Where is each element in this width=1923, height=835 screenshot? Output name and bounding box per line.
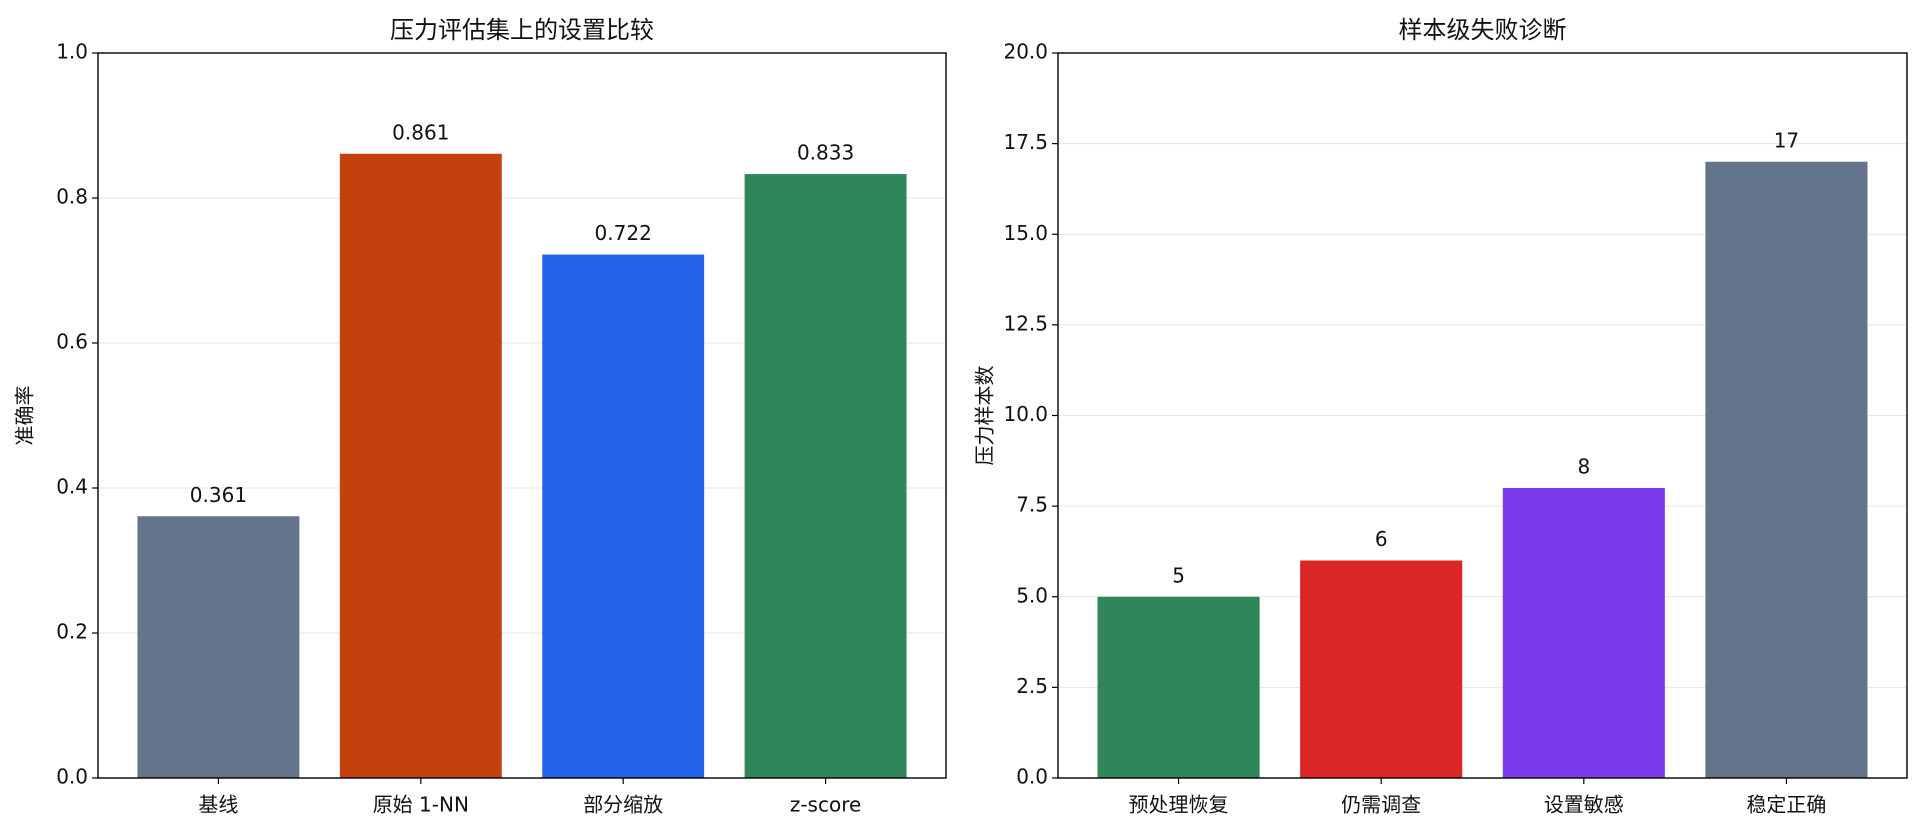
y-tick-label: 0.4: [56, 475, 88, 499]
value-label: 6: [1375, 527, 1388, 551]
bar: [1705, 161, 1868, 778]
y-tick-label: 10.0: [1003, 402, 1048, 426]
y-tick-label: 0.6: [56, 330, 88, 354]
bar: [1502, 488, 1665, 778]
x-tick-label: 稳定正确: [1746, 793, 1826, 817]
y-tick-label: 20.0: [1003, 40, 1048, 64]
y-tick-label: 2.5: [1016, 674, 1048, 698]
value-label: 17: [1774, 128, 1799, 152]
y-tick-label: 1.0: [56, 40, 88, 64]
y-tick-label: 7.5: [1016, 493, 1048, 517]
axes-frame: [1057, 52, 1908, 779]
value-label: 0.833: [797, 141, 854, 165]
y-tick-label: 15.0: [1003, 221, 1048, 245]
bar: [1097, 596, 1260, 778]
value-label: 0.722: [595, 221, 652, 245]
y-tick-label: 5.0: [1016, 583, 1048, 607]
bar: [1300, 560, 1463, 778]
bar: [339, 153, 502, 778]
bar: [744, 174, 907, 778]
y-tick-label: 0.2: [56, 620, 88, 644]
x-tick-label: 部分缩放: [583, 793, 663, 817]
chart-title: 压力评估集上的设置比较: [390, 16, 654, 44]
y-tick-label: 0.0: [56, 765, 88, 789]
y-axis-label: 压力样本数: [973, 366, 997, 466]
x-tick-label: 原始 1-NN: [373, 793, 469, 817]
value-label: 5: [1172, 563, 1185, 587]
axes-frame: [97, 52, 947, 779]
y-tick-label: 17.5: [1003, 130, 1048, 154]
x-tick-label: 基线: [198, 793, 238, 817]
x-tick-label: 仍需调查: [1341, 793, 1421, 817]
y-tick-label: 12.5: [1003, 311, 1048, 335]
y-tick-label: 0.0: [1016, 765, 1048, 789]
value-label: 0.861: [392, 120, 449, 144]
bar: [137, 516, 300, 778]
x-tick-label: 预处理恢复: [1129, 793, 1229, 817]
chart-title: 样本级失败诊断: [1399, 16, 1567, 44]
bar: [542, 254, 705, 779]
y-tick-label: 0.8: [56, 185, 88, 209]
y-axis-label: 准确率: [13, 386, 37, 446]
value-label: 8: [1577, 455, 1590, 479]
x-tick-label: z-score: [790, 793, 861, 817]
x-tick-label: 设置敏感: [1544, 793, 1624, 817]
value-label: 0.361: [190, 483, 247, 507]
